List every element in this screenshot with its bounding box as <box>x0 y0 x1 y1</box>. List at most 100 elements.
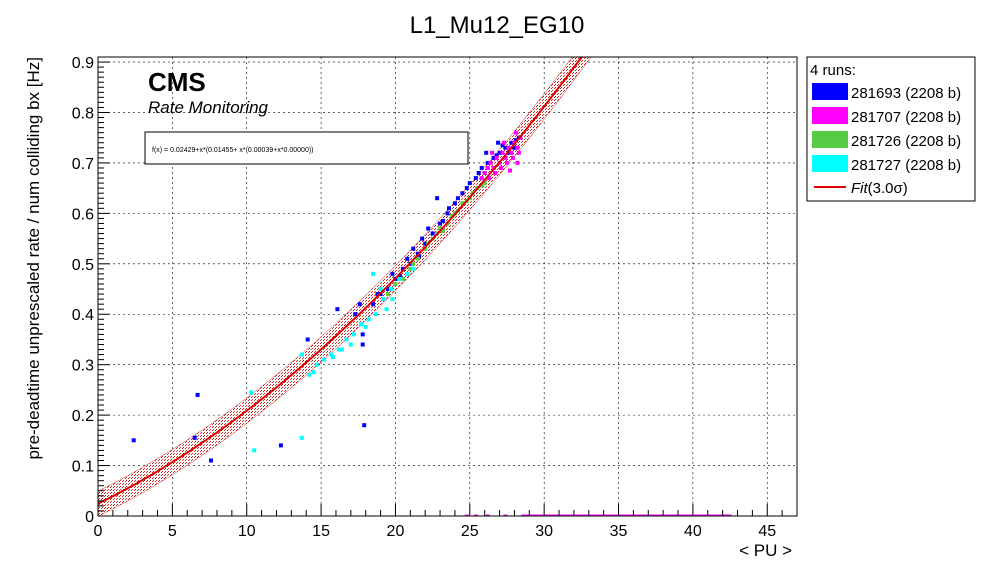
data-point <box>502 140 506 145</box>
data-point <box>482 171 487 175</box>
data-point <box>484 150 489 155</box>
data-point <box>423 246 428 251</box>
data-point <box>400 276 405 281</box>
data-point <box>490 150 495 155</box>
data-point <box>360 332 365 337</box>
fit-formula-box <box>144 131 469 165</box>
legend-title: 4 runs: <box>810 62 856 79</box>
data-point <box>493 171 498 175</box>
data-point <box>252 448 257 453</box>
data-point <box>411 246 416 251</box>
data-point <box>344 337 349 342</box>
data-point <box>491 155 496 160</box>
data-point <box>513 130 518 135</box>
legend-fit-label-name: Fit <box>851 180 868 197</box>
data-point <box>464 186 469 191</box>
data-point <box>408 266 413 271</box>
x-tick-label: 25 <box>461 523 479 540</box>
fit-band <box>98 57 592 516</box>
data-point <box>485 166 490 170</box>
data-point <box>452 201 457 206</box>
data-point <box>386 287 390 291</box>
fit-curve <box>98 57 583 505</box>
x-axis-label: < PU > <box>739 541 792 560</box>
y-tick-label: 0.9 <box>72 55 94 72</box>
legend-entry-label: 281727 (2208 b) <box>851 157 961 174</box>
y-tick-label: 0.1 <box>72 459 94 476</box>
y-axis-label: pre-deadtime unprescaled rate / num coll… <box>24 57 43 460</box>
data-point <box>195 392 200 397</box>
data-point <box>405 256 410 261</box>
data-point <box>487 176 492 181</box>
fit-sigma-band <box>98 57 592 516</box>
y-tick-label: 0.2 <box>72 408 94 425</box>
data-point <box>476 171 481 175</box>
legend-swatch <box>812 107 848 124</box>
data-point <box>411 261 416 266</box>
data-point <box>503 514 508 516</box>
legend-swatch <box>812 131 848 148</box>
data-point <box>482 181 487 186</box>
data-point <box>381 297 386 302</box>
data-point <box>438 226 443 231</box>
data-point <box>510 155 515 160</box>
data-point <box>397 276 402 281</box>
axes: 0 5 10 15 20 25 30 35 40 45 0 0.1 0.2 0.3 0.4 0.5 0.6 0.7… <box>72 55 783 540</box>
data-point <box>357 302 362 307</box>
data-point <box>389 287 393 291</box>
data-point <box>488 160 493 165</box>
data-point <box>445 211 450 216</box>
y-tick-label: 0.3 <box>72 358 94 375</box>
data-point <box>192 435 197 440</box>
y-tick-label: 0 <box>85 509 94 526</box>
data-point <box>505 160 509 165</box>
y-tick-label: 0.4 <box>72 307 94 324</box>
data-point <box>371 302 376 307</box>
data-point <box>400 266 405 271</box>
data-point <box>390 271 395 276</box>
data-point <box>500 150 505 155</box>
data-point <box>467 181 472 186</box>
legend-swatch <box>812 155 848 172</box>
data-point <box>415 256 420 261</box>
data-point <box>497 150 502 155</box>
x-tick-label: 45 <box>758 523 776 540</box>
data-point <box>353 312 358 317</box>
data-point <box>496 140 501 145</box>
data-point <box>311 370 316 375</box>
data-point <box>426 226 431 231</box>
data-point <box>307 372 312 377</box>
data-point <box>473 514 478 516</box>
data-point <box>485 160 490 165</box>
x-tick-label: 5 <box>168 523 177 540</box>
legend: 4 runs: 281693 (2208 b) 281707 (2208 b) … <box>806 56 976 202</box>
data-point <box>479 176 484 181</box>
data-point <box>460 201 465 206</box>
legend-entry-label: 281693 (2208 b) <box>851 85 961 102</box>
data-point <box>336 347 341 352</box>
data-point <box>485 514 490 516</box>
data-point <box>515 160 520 165</box>
data-point <box>423 241 428 246</box>
data-point <box>331 355 335 360</box>
data-point <box>509 150 514 155</box>
data-point <box>515 145 520 150</box>
data-point <box>371 271 376 276</box>
data-point <box>438 221 443 226</box>
x-tick-label: 30 <box>535 523 553 540</box>
data-point <box>329 352 334 357</box>
data-point <box>131 438 136 443</box>
data-point <box>322 357 327 362</box>
data-point <box>499 166 503 170</box>
data-point <box>417 254 422 259</box>
legend-swatch <box>812 83 848 100</box>
data-point <box>450 213 454 218</box>
data-point <box>305 337 310 342</box>
legend-fit-label: Fit(3.0σ) <box>851 180 908 197</box>
data-point <box>384 307 389 312</box>
data-point <box>435 196 440 201</box>
data-point <box>393 282 398 286</box>
data-point <box>479 183 484 188</box>
